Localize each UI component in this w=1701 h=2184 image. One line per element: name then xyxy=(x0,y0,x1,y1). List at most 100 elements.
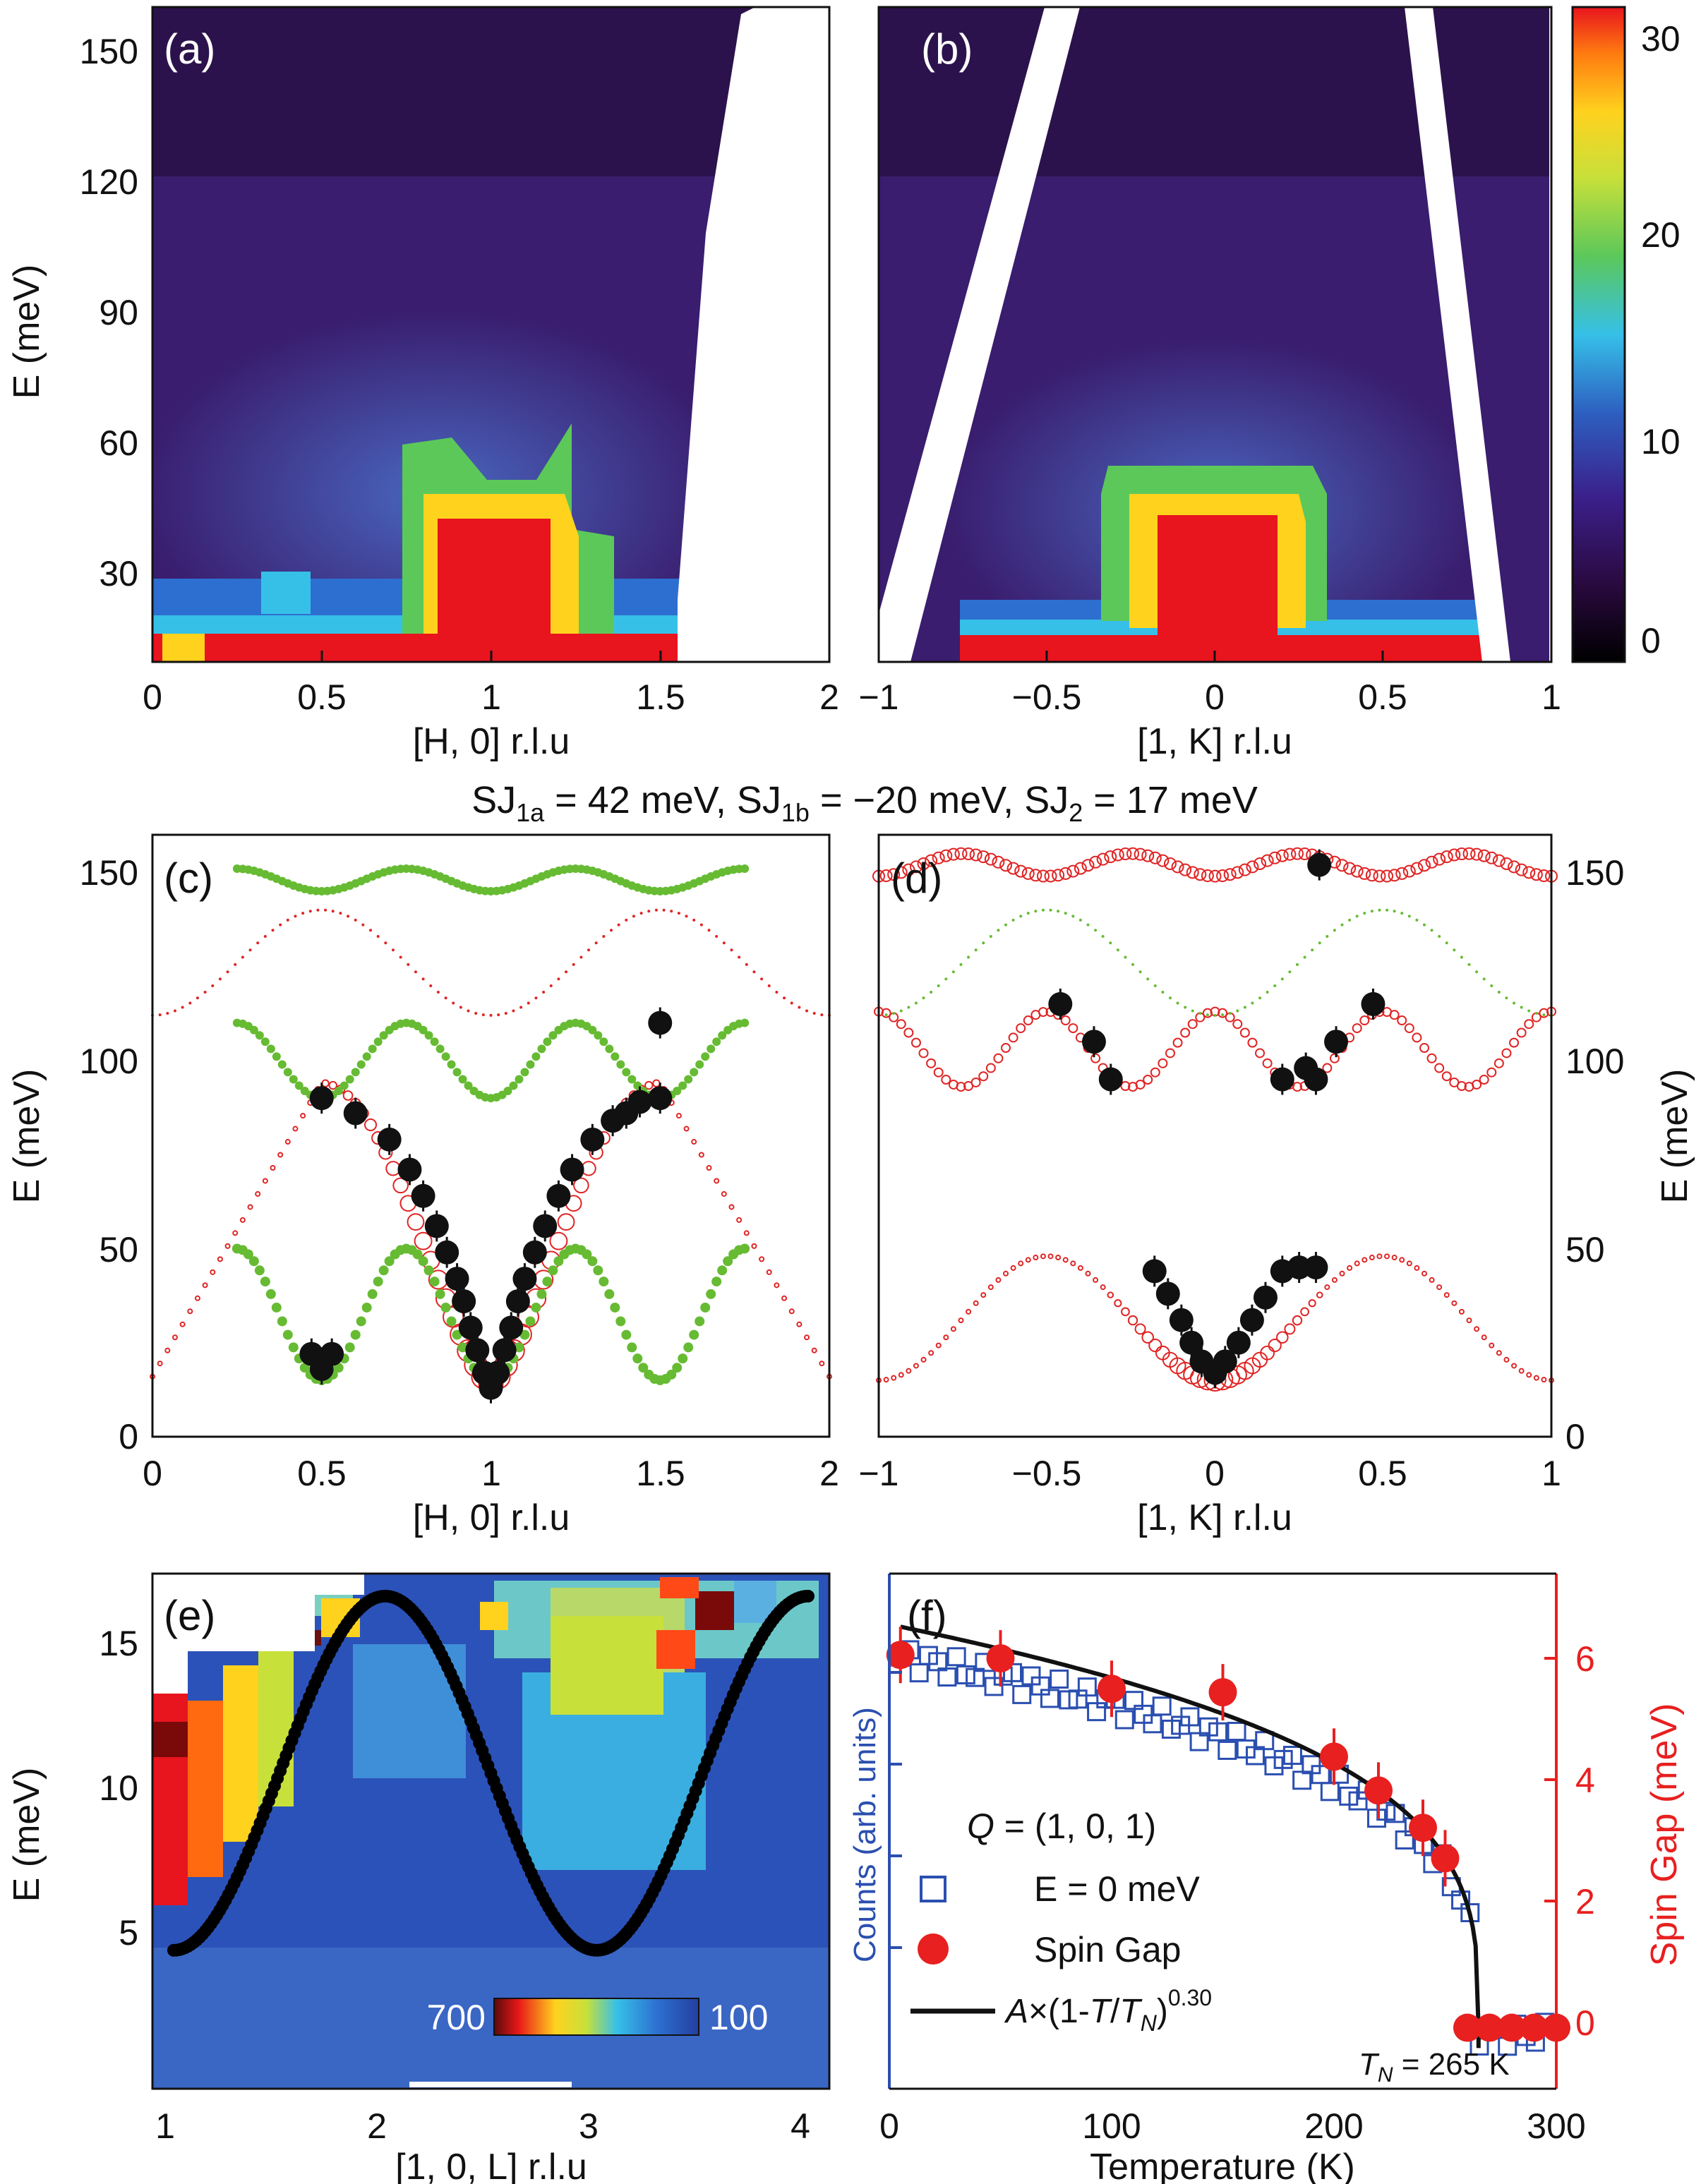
tick-e-x-2: 2 xyxy=(367,2106,387,2146)
spin-gap-point xyxy=(1208,1678,1237,1707)
dispersion-red-mark xyxy=(1148,851,1162,864)
dispersion-red-mark xyxy=(1062,1257,1069,1263)
data-point xyxy=(1048,991,1073,1016)
dispersion-green-mark xyxy=(632,1353,643,1364)
dispersion-green-dotted xyxy=(1415,918,1419,922)
dispersion-green-mark xyxy=(424,1031,433,1040)
tick-a-x-2: 2 xyxy=(819,677,839,717)
dispersion-green-mark xyxy=(265,1289,276,1299)
dispersion-red-dotted xyxy=(316,908,320,912)
dispersion-red-mark xyxy=(714,1178,720,1184)
dispersion-green-dotted xyxy=(1460,955,1463,959)
dispersion-red-mark xyxy=(1029,869,1042,882)
dispersion-red-mark xyxy=(1163,857,1177,870)
dispersion-green-mark xyxy=(384,1256,395,1267)
dispersion-red-mark xyxy=(1481,1334,1487,1341)
dispersion-green-dotted xyxy=(944,977,948,981)
dispersion-red-mark xyxy=(902,863,915,876)
dispersion-red-mark xyxy=(796,1321,803,1327)
dispersion-red-dotted xyxy=(632,915,635,918)
dispersion-red-mark xyxy=(1246,860,1259,874)
dispersion-red-mark xyxy=(1352,1023,1362,1034)
data-point xyxy=(397,1157,422,1182)
dispersion-red-mark xyxy=(1354,1260,1360,1267)
dispersion-red-mark xyxy=(1044,869,1057,883)
dispersion-green-mark xyxy=(418,1256,428,1267)
dispersion-red-mark xyxy=(644,1080,654,1090)
tick-a-x-0.5: 0.5 xyxy=(297,677,347,717)
dispersion-green-mark xyxy=(457,1342,468,1353)
dispersion-red-mark xyxy=(1402,864,1416,878)
dispersion-red-dotted xyxy=(294,915,297,918)
tick-e-x-3: 3 xyxy=(579,2106,599,2146)
dispersion-red-mark xyxy=(946,847,960,861)
dispersion-red-mark xyxy=(1479,1075,1489,1085)
dispersion-red-mark xyxy=(1331,1277,1338,1283)
ylabel-right-f: Spin Gap (meV) xyxy=(1644,1703,1685,1967)
dispersion-green-mark xyxy=(441,1052,450,1061)
heatmap-a-cyan-feature xyxy=(261,572,311,614)
dispersion-green-mark xyxy=(254,1265,265,1276)
dispersion-red-dotted xyxy=(218,977,222,981)
x-ticks-b xyxy=(877,651,1553,662)
dispersion-red-mark xyxy=(1100,1284,1106,1291)
dispersion-red-dotted xyxy=(414,970,417,974)
dispersion-red-mark xyxy=(1111,848,1124,862)
dispersion-red-mark xyxy=(1006,862,1020,875)
dispersion-red-mark xyxy=(414,1231,433,1250)
panel-label-d: (d) xyxy=(891,855,942,902)
dispersion-green-dotted xyxy=(1288,970,1292,974)
dispersion-green-dotted xyxy=(1011,918,1015,922)
dispersion-red-mark xyxy=(819,1361,825,1367)
dispersion-red-dotted xyxy=(421,977,425,981)
tick-a-y-120: 120 xyxy=(80,162,138,202)
dispersion-red-mark xyxy=(300,1113,306,1119)
dispersion-red-mark xyxy=(1515,863,1528,876)
dispersion-e-point xyxy=(802,1589,815,1603)
dispersion-green-mark xyxy=(627,1075,637,1084)
dispersion-green-mark xyxy=(299,1363,310,1373)
dispersion-red-dotted xyxy=(347,915,350,918)
dispersion-red-mark xyxy=(1397,1015,1407,1026)
tick-e-x-1: 1 xyxy=(155,2106,175,2146)
dispersion-red-mark xyxy=(1238,863,1251,876)
spin-gap-point xyxy=(1520,2013,1549,2042)
dispersion-red-mark xyxy=(1391,1255,1398,1261)
dispersion-red-mark xyxy=(1187,1019,1198,1030)
dispersion-red-mark xyxy=(935,1342,942,1349)
dispersion-red-mark xyxy=(1292,1082,1302,1092)
heatmap-e-lower-band xyxy=(152,1948,829,2089)
dispersion-green-mark xyxy=(531,1052,541,1061)
tick-d-x-neg0.5: −0.5 xyxy=(1012,1454,1082,1493)
dispersion-green-mark xyxy=(594,1031,603,1040)
dispersion-green-mark xyxy=(362,1052,371,1061)
dispersion-red-mark xyxy=(652,1079,661,1087)
dispersion-red-mark xyxy=(1096,852,1110,866)
dispersion-green-dotted xyxy=(1064,912,1067,915)
legend-gap-marker xyxy=(918,1933,949,1965)
data-point xyxy=(499,1315,524,1340)
dispersion-green-mark xyxy=(378,1265,389,1276)
dispersion-red-mark xyxy=(1070,1260,1076,1267)
legend-q: Q = (1, 0, 1) xyxy=(967,1806,1156,1846)
spin-gap-point xyxy=(1453,2013,1481,2042)
dispersion-red-mark xyxy=(1047,1253,1054,1260)
dispersion-red-dotted xyxy=(158,1013,162,1017)
dispersion-green-mark xyxy=(249,1025,258,1034)
dispersion-green-dotted xyxy=(1467,963,1471,966)
tick-f-x-200: 200 xyxy=(1304,2106,1363,2146)
dispersion-green-dotted xyxy=(1071,915,1075,918)
dispersion-red-mark xyxy=(675,1113,682,1119)
dispersion-red-mark xyxy=(1292,1315,1303,1326)
tick-c-x-0.5: 0.5 xyxy=(297,1454,347,1493)
dispersion-red-dotted xyxy=(188,1001,192,1005)
dispersion-green-dotted xyxy=(899,1009,903,1013)
dispersion-red-mark xyxy=(1443,1292,1450,1298)
panel-b: −1 −0.5 0 0.5 1 [1, K] r.l.u (b) xyxy=(858,6,1561,762)
heatmap-e xyxy=(152,1574,829,2089)
dispersion-green-mark xyxy=(464,1081,473,1090)
data-point xyxy=(1239,1308,1264,1332)
dispersion-red-mark xyxy=(202,1282,208,1289)
dispersion-red-dotted xyxy=(226,970,229,974)
dispersion-red-dotted xyxy=(248,948,252,952)
